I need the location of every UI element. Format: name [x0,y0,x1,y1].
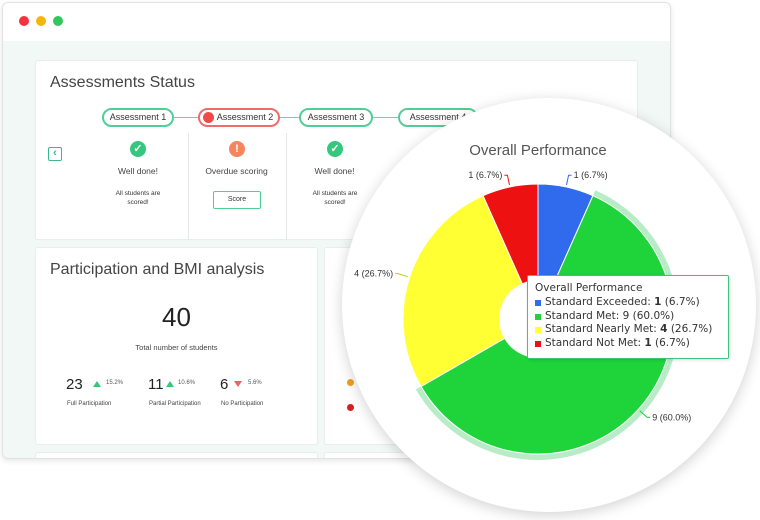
stat-percent: 5.6% [248,380,262,386]
assessment-3-status: ✓ Well done! All students are scored! [286,133,382,239]
swatch-icon [535,327,541,333]
title-bar [3,3,670,41]
swatch-icon [535,313,541,320]
tooltip-row-name: Standard Exceeded: [545,296,651,308]
stat-value: 23 [66,376,83,393]
partial-participation-stat: 11 10.6% Partial Participation [148,376,218,426]
legend-dot [347,404,354,411]
bottom-card-left [36,453,317,458]
stat-label: No Participation [221,401,264,407]
label-connector [395,273,408,278]
tooltip-row-count: 1 [654,296,662,308]
total-students-value: 40 [162,302,191,332]
trend-up-icon [166,381,174,387]
participation-title: Participation and BMI analysis [50,261,265,278]
participation-card: Participation and BMI analysis 40 Total … [36,248,317,444]
tooltip-row-pct: (6.7%) [655,336,690,349]
close-window-button[interactable] [19,16,29,26]
assessment-1-pill[interactable]: Assessment 1 [102,108,174,127]
status-note: All students are scored! [312,190,358,206]
slice-data-label: 4 (26.7%) [354,269,393,279]
tooltip-row-pct: (6.7%) [664,296,700,308]
score-button[interactable]: Score [213,191,261,209]
no-participation-stat: 6 5.6% No Participation [220,376,290,426]
tooltip-row-count: 4 [660,323,668,335]
stat-percent: 10.6% [178,380,196,386]
chevron-left-icon[interactable]: ‹ [48,147,62,161]
check-icon: ✓ [327,141,343,157]
tooltip-row-name: Standard Nearly Met: [545,323,657,335]
assessment-3-label: Assessment 3 [307,112,365,122]
tooltip-row-name: Standard Not Met: [545,336,642,349]
minimize-window-button[interactable] [36,16,46,26]
trend-up-icon [93,381,101,387]
assessment-4-label: Assessment 4 [409,112,467,122]
label-connector [566,174,572,186]
tooltip-row-pct: (26.7%) [670,323,713,335]
stat-percent: 15.2% [106,380,124,386]
tooltip-row-met: Standard Met: 9 (60.0%) [535,310,728,324]
tooltip-row-not-met: Standard Not Met: 1 (6.7%) [535,337,728,351]
exclamation-icon: ! [229,141,245,157]
alert-dot-icon [203,112,214,123]
total-students-label: Total number of students [135,343,218,352]
full-participation-stat: 23 15.2% Full Participation [66,376,136,426]
tooltip-row-count: 1 [644,336,652,349]
tooltip-row-exceeded: Standard Exceeded: 1 (6.7%) [535,296,728,310]
stat-value: 6 [220,376,229,393]
assessment-2-label: Assessment 2 [216,112,274,122]
magnified-chart: Overall Performance 1 (6.7%) 9 (60.0%) 4 (… [342,98,756,512]
status-note: All students are scored! [115,190,161,206]
swatch-icon [535,340,541,347]
label-connector [639,410,651,418]
tooltip-row-nearly-met: Standard Nearly Met: 4 (26.7%) [535,323,728,337]
assessment-1-status: ✓ Well done! All students are scored! [90,133,186,239]
tooltip-row-pct: (60.0%) [632,309,675,322]
assessment-2-pill[interactable]: Assessment 2 [198,108,280,127]
assessment-1-label: Assessment 1 [109,112,167,122]
status-text: Overdue scoring [205,166,268,176]
chart-tooltip: Overall Performance Standard Exceeded: 1… [527,275,729,359]
maximize-window-button[interactable] [53,16,63,26]
stat-value: 11 [148,376,164,393]
status-text: Well done! [117,166,158,176]
assessments-title: Assessments Status [50,74,195,91]
tooltip-title: Overall Performance [535,282,643,294]
swatch-icon [535,300,541,306]
label-connector [504,174,510,186]
stat-label: Full Participation [67,401,112,407]
trend-down-icon [234,381,242,387]
slice-data-label: 1 (6.7%) [574,170,608,180]
stat-label: Partial Participation [149,401,201,407]
chart-title: Overall Performance [469,142,607,159]
slice-data-label: 9 (60.0%) [652,412,691,422]
slice-data-label: 1 (6.7%) [468,170,502,180]
legend-dot [347,379,354,386]
check-icon: ✓ [130,141,146,157]
status-text: Well done! [314,166,355,176]
assessment-3-pill[interactable]: Assessment 3 [299,108,373,127]
assessment-2-status: ! Overdue scoring Score [188,133,284,239]
tooltip-row-count: 9 [622,309,630,322]
tooltip-row-name: Standard Met: [545,309,620,322]
